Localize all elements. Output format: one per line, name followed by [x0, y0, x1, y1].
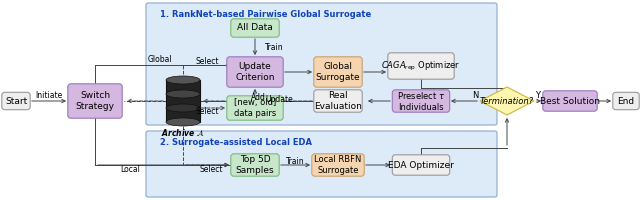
- FancyBboxPatch shape: [312, 154, 364, 176]
- Text: Switch
Strategy: Switch Strategy: [76, 91, 115, 111]
- Ellipse shape: [166, 76, 200, 84]
- Text: Select: Select: [195, 107, 218, 117]
- FancyBboxPatch shape: [2, 92, 30, 110]
- FancyBboxPatch shape: [392, 90, 450, 112]
- Polygon shape: [166, 80, 200, 122]
- Polygon shape: [480, 87, 534, 115]
- Text: 1. RankNet-based Pairwise Global Surrogate: 1. RankNet-based Pairwise Global Surroga…: [160, 10, 371, 19]
- FancyBboxPatch shape: [231, 19, 279, 37]
- Text: Global: Global: [148, 56, 172, 64]
- Text: Select: Select: [200, 164, 223, 174]
- FancyBboxPatch shape: [227, 57, 283, 87]
- Text: All Data: All Data: [237, 23, 273, 33]
- FancyBboxPatch shape: [68, 84, 122, 118]
- Text: Initiate: Initiate: [35, 92, 63, 101]
- Text: 2. Surrogate-assisted Local EDA: 2. Surrogate-assisted Local EDA: [160, 138, 312, 147]
- Text: Train: Train: [285, 157, 304, 165]
- Text: Archive $\mathcal{A}$: Archive $\mathcal{A}$: [161, 128, 205, 138]
- Text: Train: Train: [265, 42, 284, 52]
- Text: Best Solution: Best Solution: [540, 97, 600, 105]
- Text: $\mathit{CAGA}_{\mathrm{rep}}$ Optimizer: $\mathit{CAGA}_{\mathrm{rep}}$ Optimizer: [381, 59, 461, 73]
- FancyBboxPatch shape: [314, 90, 362, 112]
- Text: Top 5D
Samples: Top 5D Samples: [236, 155, 275, 175]
- Text: Termination?: Termination?: [480, 97, 534, 105]
- Text: Y: Y: [536, 92, 541, 101]
- FancyBboxPatch shape: [146, 131, 497, 197]
- Ellipse shape: [166, 90, 200, 98]
- FancyBboxPatch shape: [613, 92, 639, 110]
- Text: Update
Criterion: Update Criterion: [236, 62, 275, 82]
- FancyBboxPatch shape: [231, 154, 279, 176]
- Ellipse shape: [166, 118, 200, 126]
- Ellipse shape: [166, 104, 200, 112]
- Text: Add: Add: [251, 93, 266, 101]
- Text: Preselect $\tau$
Individuals: Preselect $\tau$ Individuals: [397, 90, 445, 112]
- Text: Select: Select: [195, 57, 218, 65]
- Text: EDA Optimizer: EDA Optimizer: [388, 161, 454, 169]
- Text: [new, old]
data pairs: [new, old] data pairs: [234, 98, 276, 118]
- Text: Global
Surrogate: Global Surrogate: [316, 62, 360, 82]
- FancyBboxPatch shape: [314, 57, 362, 87]
- Text: End: End: [618, 97, 635, 105]
- FancyBboxPatch shape: [388, 53, 454, 79]
- Text: Update: Update: [265, 96, 292, 104]
- Text: Local RBFN
Surrogate: Local RBFN Surrogate: [314, 155, 362, 175]
- FancyBboxPatch shape: [392, 155, 450, 175]
- Text: Start: Start: [5, 97, 27, 105]
- Text: Local: Local: [120, 165, 140, 175]
- FancyBboxPatch shape: [146, 3, 497, 125]
- FancyBboxPatch shape: [227, 96, 283, 120]
- Text: N: N: [472, 92, 478, 101]
- FancyBboxPatch shape: [543, 91, 597, 111]
- Text: Real
Evaluation: Real Evaluation: [314, 91, 362, 111]
